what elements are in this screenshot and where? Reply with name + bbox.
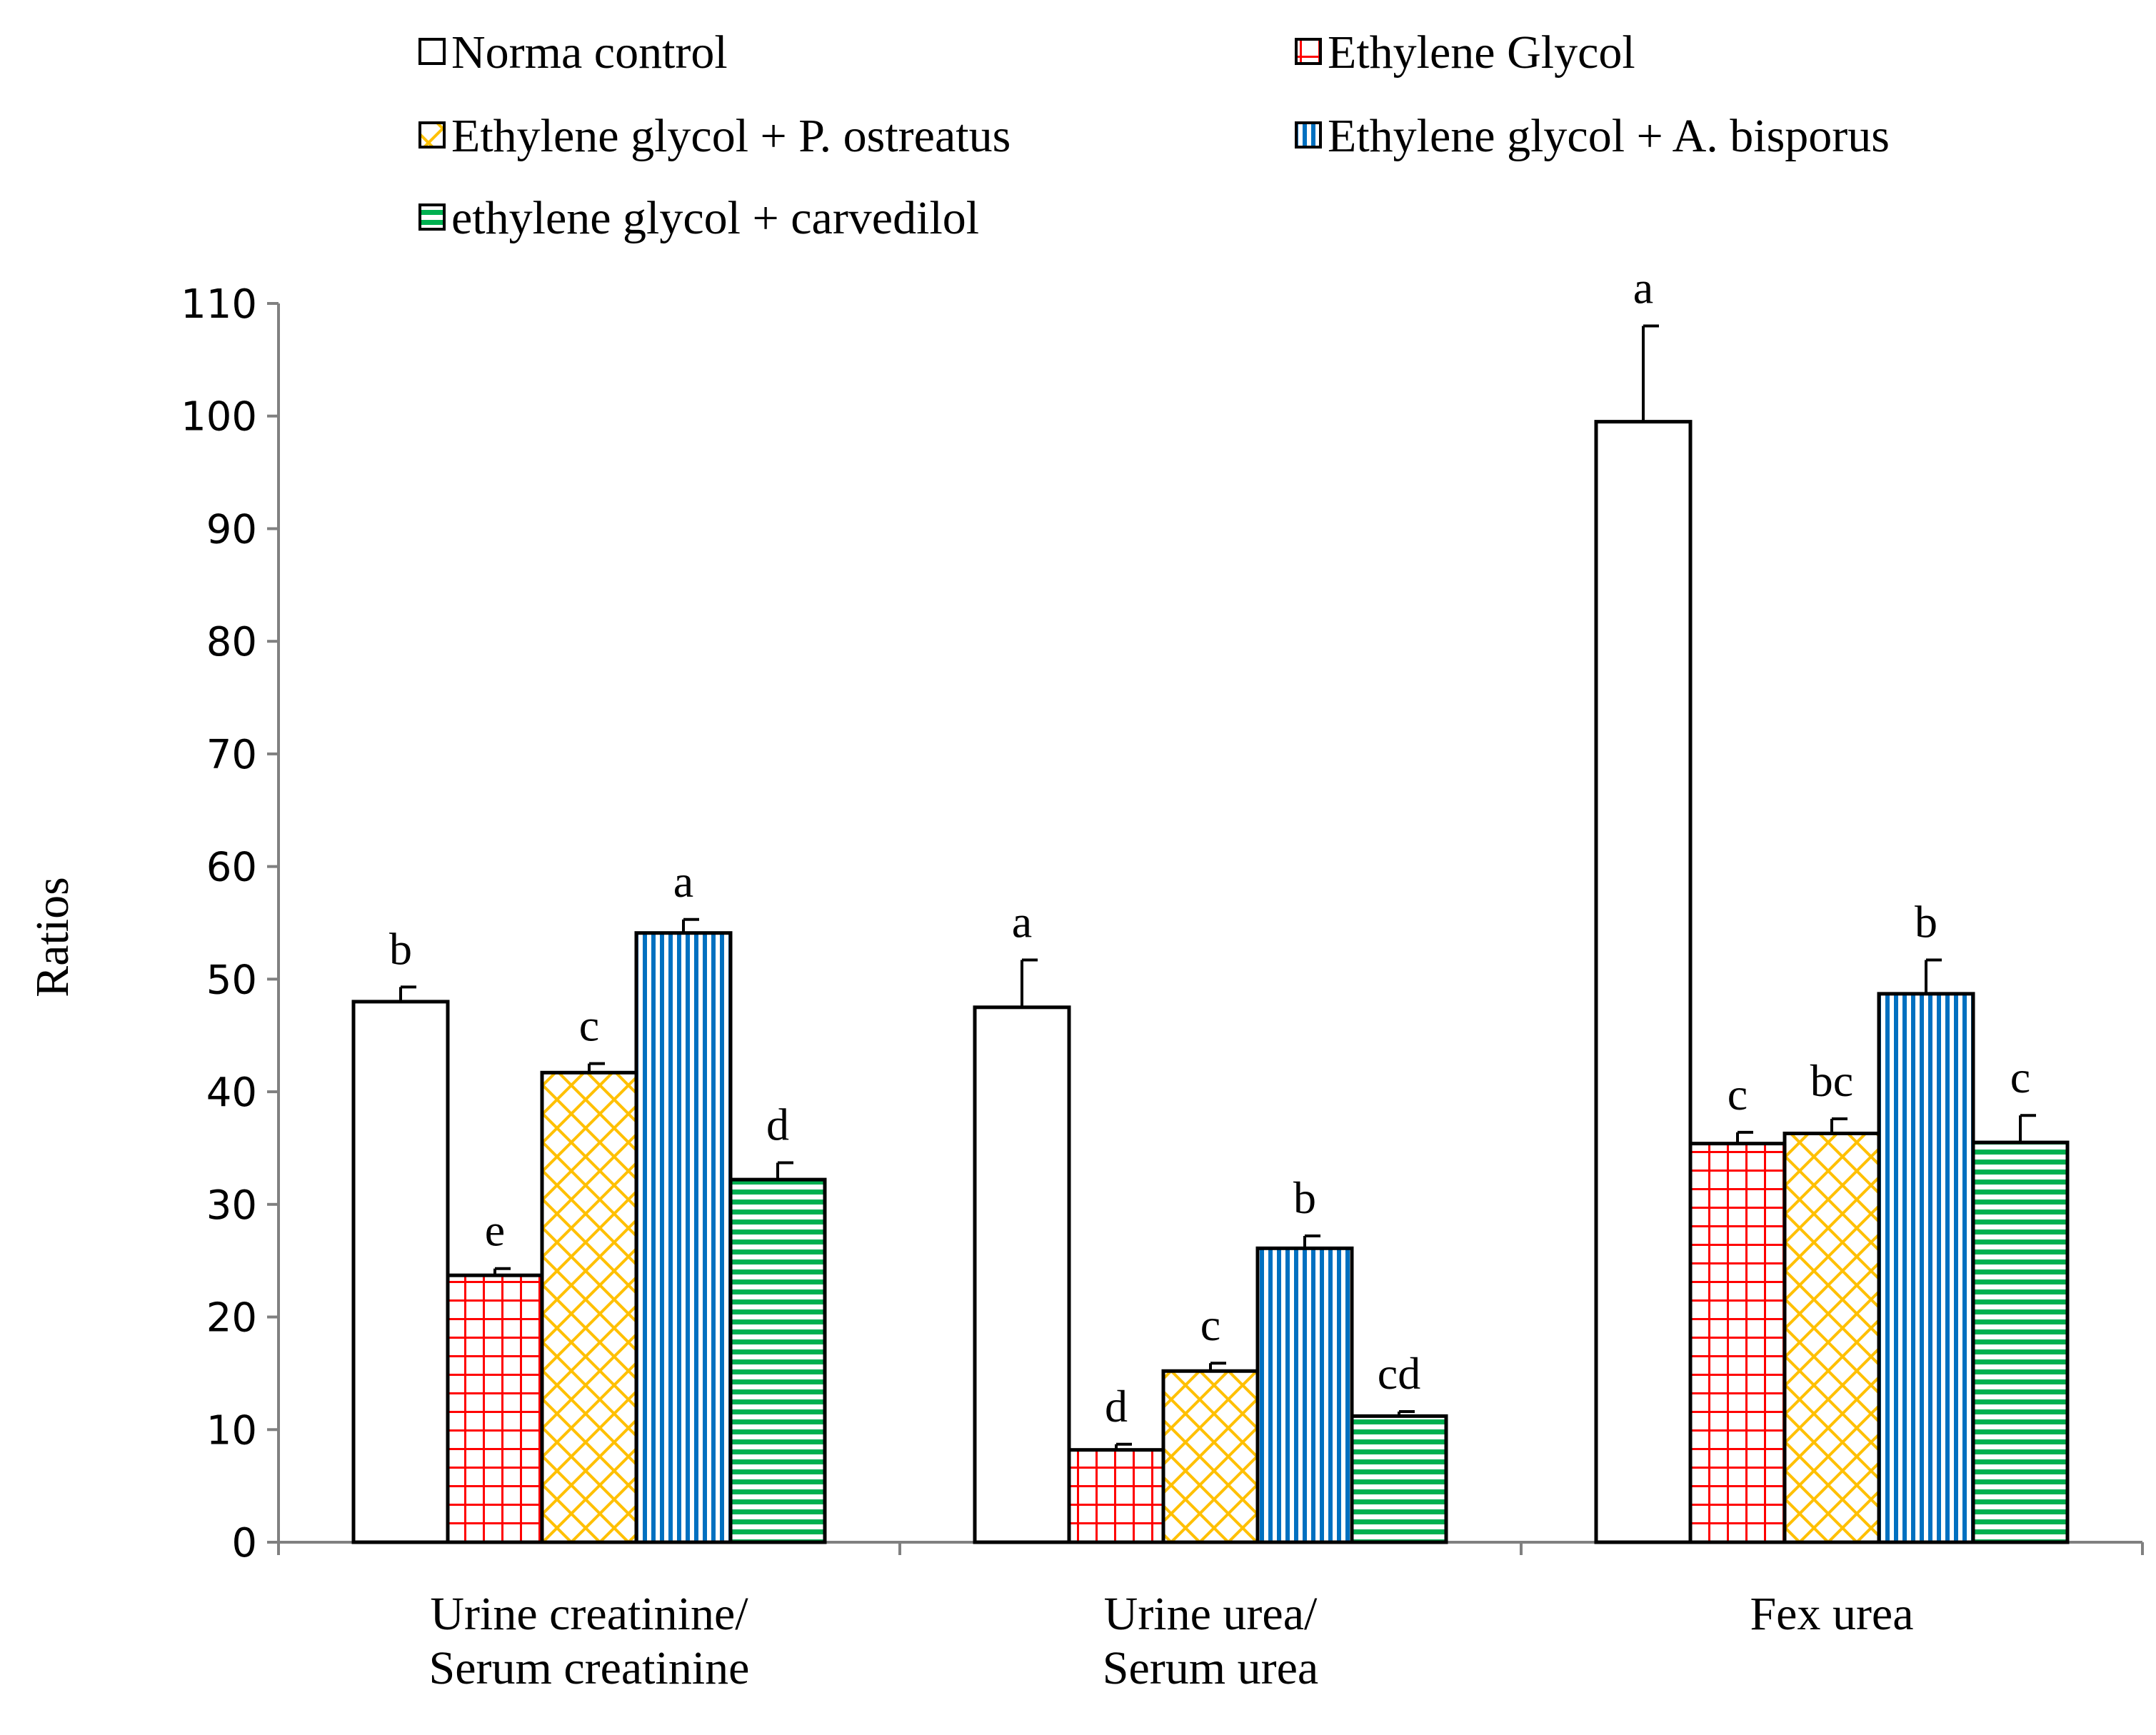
significance-label: cd — [1378, 1348, 1420, 1399]
y-axis-label: Ratios — [26, 877, 79, 997]
bar — [1161, 1369, 1260, 1544]
legend-label: Ethylene Glycol — [1328, 26, 1635, 79]
significance-label: b — [389, 923, 412, 974]
y-tick-label: 70 — [206, 732, 257, 778]
bar — [1783, 1131, 1881, 1544]
bar — [1877, 992, 1975, 1544]
y-tick-label: 110 — [181, 281, 257, 328]
bar — [634, 931, 733, 1544]
y-tick-label: 50 — [206, 957, 257, 1003]
y-tick-label: 10 — [206, 1407, 257, 1454]
legend-swatch — [418, 203, 446, 231]
bar — [1688, 1142, 1787, 1544]
y-tick-label: 30 — [206, 1182, 257, 1229]
bar — [540, 1070, 638, 1544]
significance-label: c — [1728, 1069, 1748, 1120]
significance-label: c — [2010, 1052, 2030, 1102]
bar — [1350, 1414, 1448, 1544]
legend-swatch — [418, 121, 446, 149]
legend-swatch — [1295, 38, 1322, 65]
y-tick-label: 80 — [206, 619, 257, 665]
axes: 0 10 20 30 40 50 60 70 80 90 100 110 Ratios Urine cre… — [26, 281, 2144, 1694]
significance-label: a — [673, 856, 693, 907]
y-tick-label: 20 — [206, 1295, 257, 1342]
bar — [1067, 1448, 1165, 1544]
bar — [728, 1177, 827, 1544]
category-label: Fex urea — [1750, 1588, 1913, 1640]
bar — [446, 1273, 544, 1544]
bar — [1594, 420, 1693, 1544]
significance-label: c — [579, 1000, 599, 1051]
significance-label: c — [1200, 1299, 1220, 1350]
bar — [973, 1005, 1071, 1544]
legend-label: Ethylene glycol + P. ostreatus — [451, 110, 1011, 162]
category-label: Urine urea/ — [1104, 1588, 1318, 1640]
significance-label: a — [1633, 263, 1653, 313]
significance-label: b — [1293, 1172, 1316, 1223]
significance-label: e — [485, 1205, 505, 1256]
category-label: Urine creatinine/ — [430, 1588, 748, 1640]
y-tick-label: 100 — [181, 394, 257, 441]
legend-swatch — [1295, 121, 1322, 149]
legend-label: Norma control — [451, 26, 728, 79]
y-tick-label: 90 — [206, 506, 257, 553]
category-label: Serum urea — [1103, 1642, 1318, 1694]
legend-label: Ethylene glycol + A. bisporus — [1328, 110, 1890, 162]
legend-swatch — [418, 38, 446, 65]
significance-label: d — [766, 1099, 789, 1150]
y-tick-label: 60 — [206, 845, 257, 891]
significance-label: bc — [1810, 1055, 1853, 1106]
y-tick-label: 40 — [206, 1070, 257, 1116]
y-tick-label: 0 — [231, 1520, 257, 1566]
legend-label: ethylene glycol + carvedilol — [451, 192, 979, 244]
significance-label: d — [1105, 1381, 1128, 1432]
bar — [1255, 1246, 1354, 1544]
significance-label: b — [1915, 897, 1937, 947]
category-label: Serum creatinine — [429, 1642, 750, 1694]
bar — [1971, 1140, 2070, 1544]
legend: Norma control Ethylene Glycol Ethylene gly… — [418, 26, 1890, 244]
bar — [351, 1000, 450, 1544]
significance-label: a — [1012, 897, 1032, 947]
